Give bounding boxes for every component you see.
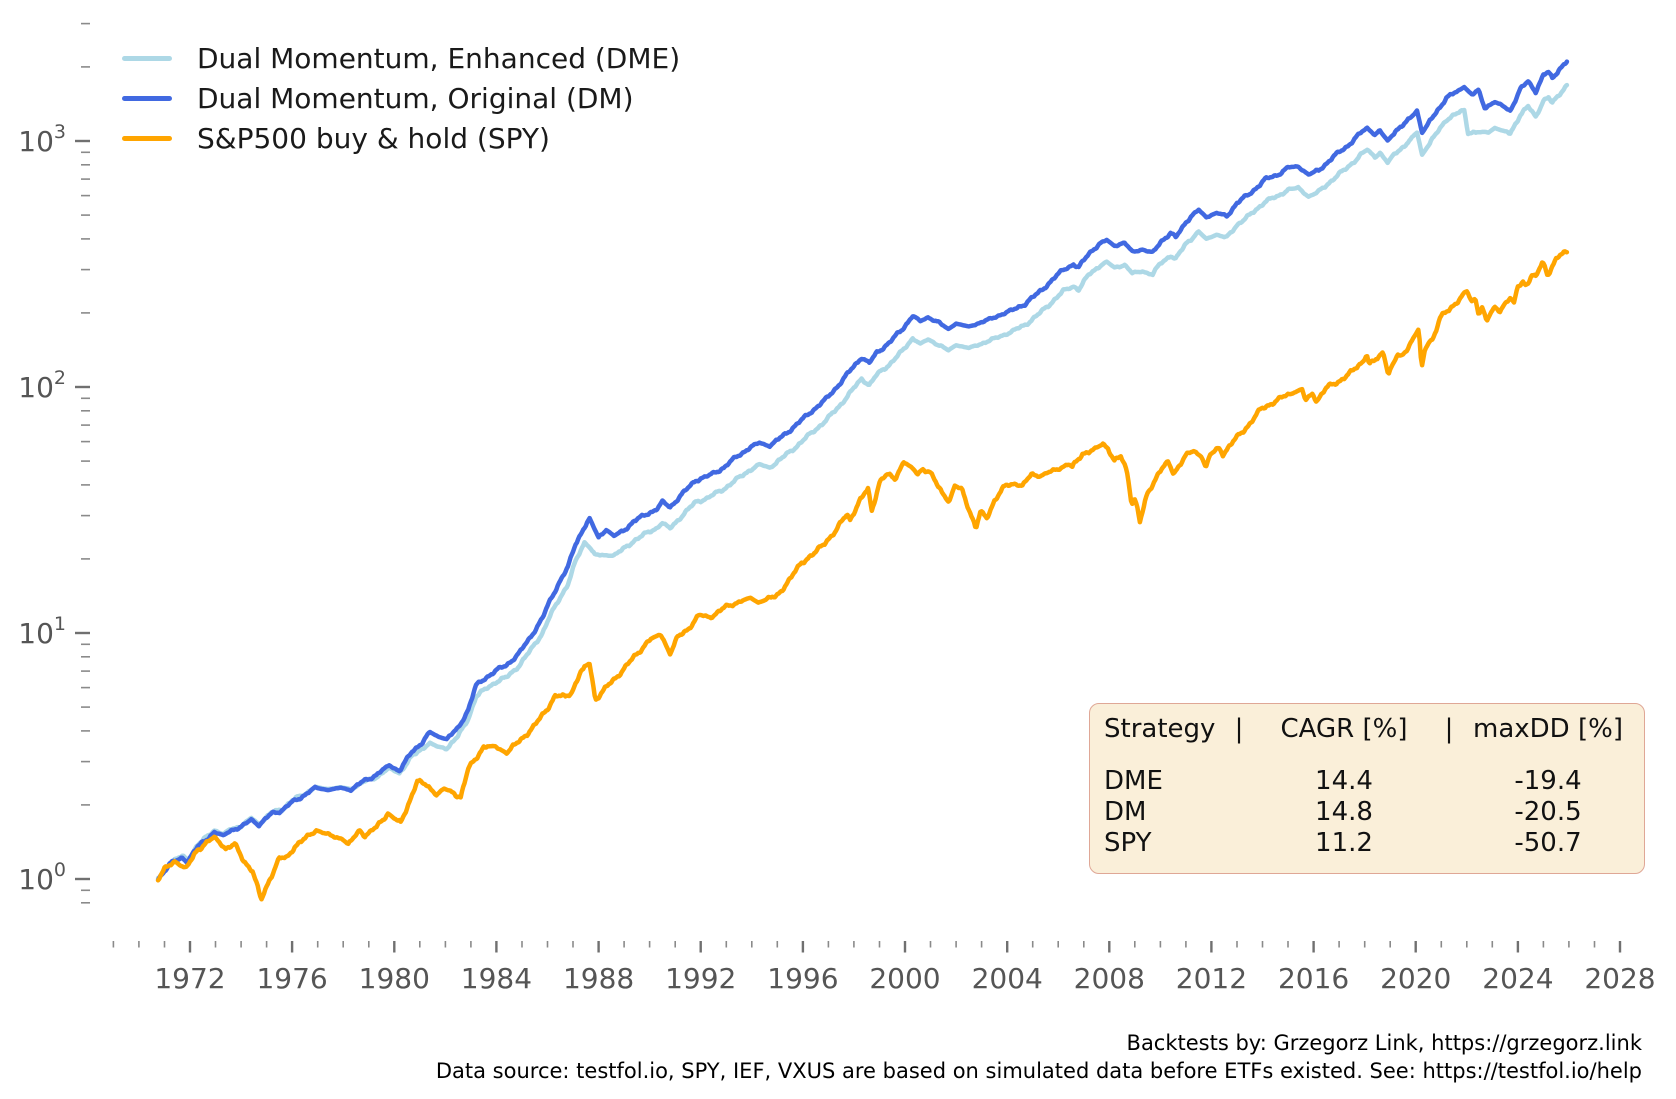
stats-row-dme: DME 14.4 -19.4 [1104,766,1630,797]
x-tick-label: 2012 [1176,962,1247,995]
stats-maxdd: -20.5 [1514,797,1582,827]
x-tick-label: 2020 [1380,962,1451,995]
stats-strategy: SPY [1104,828,1152,858]
x-tick-label: 2024 [1482,962,1553,995]
stats-cagr: 14.4 [1315,766,1373,796]
series [155,59,1570,902]
x-tick-label: 1996 [767,962,838,995]
stats-row-dm: DM 14.8 -20.5 [1104,797,1630,828]
dm-line-swatch [122,95,172,101]
legend: Dual Momentum, Enhanced (DME) Dual Momen… [122,38,680,158]
stats-col-strategy: Strategy [1104,714,1216,744]
legend-item-spy: S&P500 buy & hold (SPY) [122,118,680,158]
x-tick-label: 1984 [461,962,532,995]
y-axis: 100 101 102 103 [18,22,90,904]
x-tick-label: 1972 [154,962,225,995]
x-tick-label: 2016 [1278,962,1349,995]
legend-label-dme: Dual Momentum, Enhanced (DME) [197,41,681,75]
stats-maxdd: -50.7 [1514,828,1582,858]
y-tick-label: 100 [18,859,66,896]
footer-backtests-by: Backtests by: Grzegorz Link, https://grz… [1126,1031,1642,1055]
footer-data-source: Data source: testfol.io, SPY, IEF, VXUS … [435,1059,1642,1083]
x-tick-label: 2004 [972,962,1043,995]
x-tick-label: 1980 [359,962,430,995]
stats-maxdd: -19.4 [1514,766,1582,796]
stats-col-maxdd: maxDD [%] [1473,714,1623,744]
y-tick-label: 102 [18,367,66,404]
x-tick-label: 2008 [1074,962,1145,995]
series-spy-line [155,249,1570,902]
x-axis: 1972 1976 1980 1984 1988 1992 1996 2000 2004 2008… [112,941,1656,995]
x-tick-label: 2028 [1584,962,1655,995]
spy-line-swatch [122,135,172,141]
stats-cagr: 14.8 [1315,797,1373,827]
x-tick-label: 1988 [563,962,634,995]
stats-separator: | [1234,714,1244,744]
stats-separator: | [1444,714,1454,744]
footer: Backtests by: Grzegorz Link, https://grz… [436,1029,1642,1085]
x-tick-label: 1976 [256,962,327,995]
legend-item-dm: Dual Momentum, Original (DM) [122,78,680,118]
x-tick-label: 2000 [869,962,940,995]
stats-header: Strategy | CAGR [%] | maxDD [%] [1104,714,1630,744]
legend-label-spy: S&P500 buy & hold (SPY) [197,121,550,155]
y-tick-label: 101 [18,613,66,650]
stats-cagr: 11.2 [1315,828,1373,858]
x-tick-label: 1992 [665,962,736,995]
y-tick-label: 103 [18,121,66,158]
stats-col-cagr: CAGR [%] [1280,714,1408,744]
series-dm-line [155,59,1570,883]
stats-strategy: DME [1104,766,1163,796]
legend-item-dme: Dual Momentum, Enhanced (DME) [122,38,680,78]
dme-line-swatch [122,55,172,61]
stats-strategy: DM [1104,797,1147,827]
stats-row-spy: SPY 11.2 -50.7 [1104,828,1630,859]
legend-label-dm: Dual Momentum, Original (DM) [197,81,634,115]
stats-box: Strategy | CAGR [%] | maxDD [%] DME 14.4… [1089,703,1645,874]
